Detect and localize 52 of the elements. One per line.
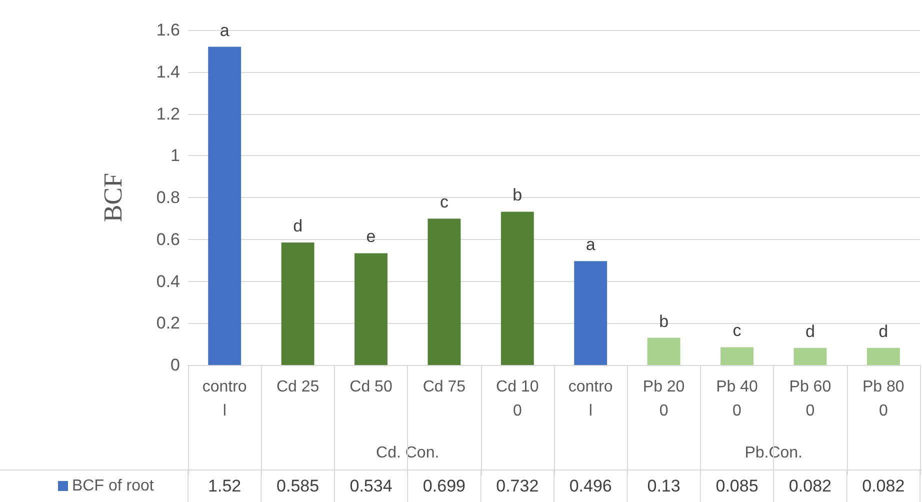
- data-label: 0.699: [422, 476, 466, 496]
- bar: [574, 261, 608, 365]
- x-tick-label: Pb 400: [716, 378, 758, 420]
- x-tick-label: Cd 50: [350, 378, 392, 396]
- annotation: b: [659, 312, 669, 331]
- data-label: 0.732: [496, 476, 539, 496]
- y-tick-label: 0.2: [156, 314, 180, 333]
- x-tick-label: Pb 800: [862, 378, 904, 420]
- annotation: c: [732, 321, 742, 340]
- bar: [866, 348, 900, 365]
- y-tick-label: 1: [170, 146, 180, 166]
- annotation: c: [440, 192, 449, 212]
- annotation: d: [878, 322, 888, 341]
- annotation: d: [805, 322, 815, 341]
- x-tick-label: control: [568, 378, 613, 420]
- data-label: 1.52: [208, 476, 242, 496]
- x-tick-label: control: [202, 378, 247, 420]
- x-tick-label: Cd 100: [496, 378, 539, 420]
- bar: [647, 338, 680, 365]
- data-label: 0.082: [788, 476, 832, 496]
- x-tick-label: Cd 25: [276, 378, 320, 396]
- data-label: 0.082: [862, 476, 905, 496]
- data-label: 0.13: [647, 476, 680, 496]
- annotation: a: [586, 235, 596, 254]
- bar: [354, 253, 388, 365]
- annotation: e: [366, 227, 376, 246]
- y-tick-label: 0.4: [156, 272, 180, 291]
- x-tick-label: Pb 200: [642, 378, 685, 420]
- y-tick-label: 0.6: [156, 230, 180, 249]
- data-label: 0.585: [276, 476, 320, 496]
- bar: [281, 242, 314, 365]
- y-tick-label: 1.6: [156, 20, 180, 40]
- bar: [794, 348, 827, 365]
- y-tick-label: 0.8: [156, 188, 180, 207]
- annotation: a: [220, 20, 230, 40]
- bar: [428, 218, 461, 365]
- bar: [500, 212, 534, 365]
- text: Pb.Con.: [744, 444, 803, 462]
- data-label: 0.085: [716, 476, 758, 496]
- bar: [720, 347, 754, 365]
- x-tick-label: Cd 75: [422, 378, 466, 396]
- legend-label: BCF of root: [72, 478, 154, 494]
- x-tick-label: Pb 600: [789, 378, 832, 420]
- y-tick-label: 1.2: [156, 104, 180, 124]
- y-axis-title: BCF: [98, 172, 128, 222]
- data-label: 0.496: [569, 476, 612, 496]
- y-tick-label: 1.4: [156, 62, 180, 82]
- annotation: b: [512, 186, 522, 205]
- y-tick-label: 0: [170, 356, 180, 374]
- bar: [208, 46, 242, 365]
- data-label: 0.534: [350, 476, 392, 496]
- annotation: d: [293, 216, 303, 236]
